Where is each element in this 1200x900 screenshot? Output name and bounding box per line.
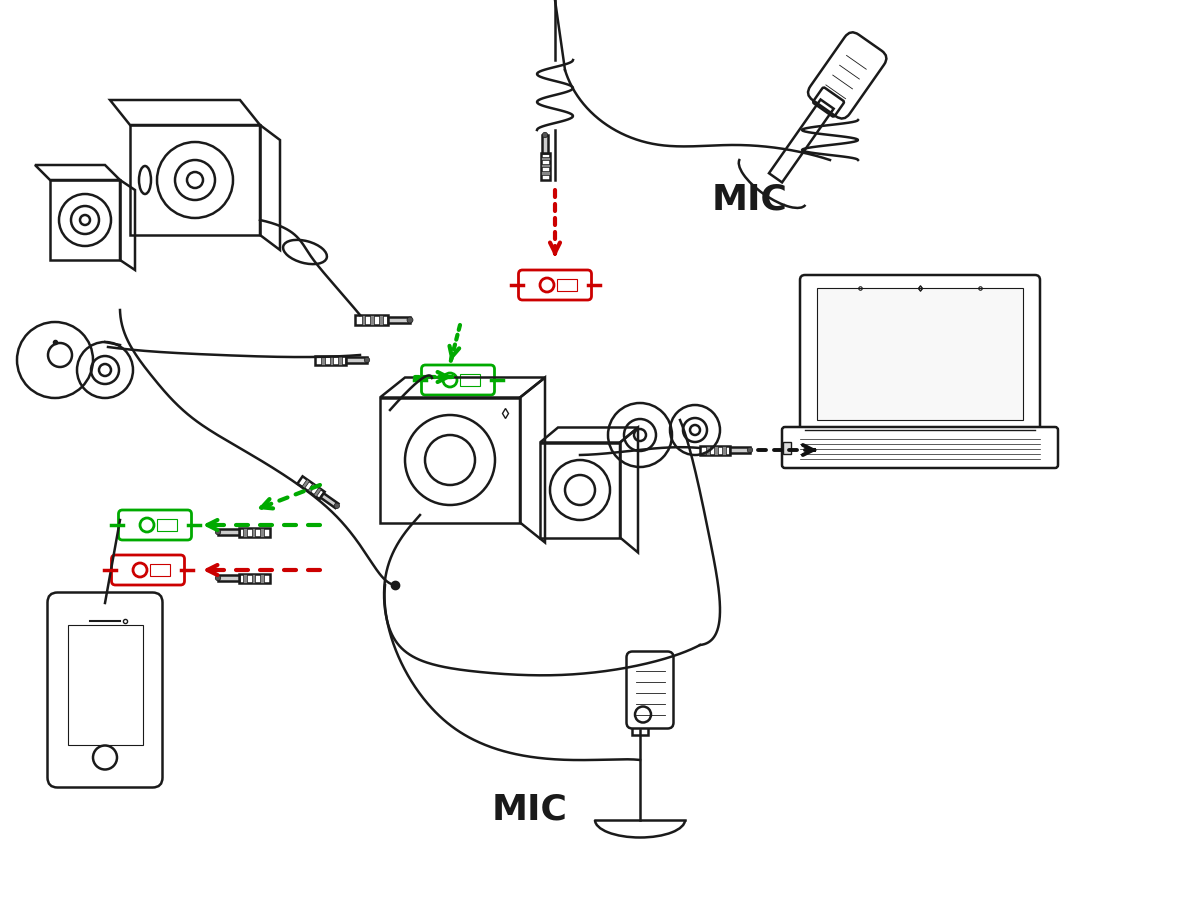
Bar (260, 573, 264, 582)
Bar (244, 573, 247, 582)
Bar (784, 442, 791, 454)
Bar (239, 573, 270, 582)
Bar (157, 519, 178, 531)
FancyBboxPatch shape (48, 592, 162, 788)
Bar (540, 171, 550, 175)
Bar (460, 374, 480, 386)
FancyBboxPatch shape (518, 270, 592, 300)
FancyBboxPatch shape (626, 652, 673, 728)
Text: MIC: MIC (492, 793, 568, 827)
Bar (817, 288, 1022, 420)
Circle shape (334, 503, 340, 508)
Bar (371, 315, 374, 325)
Bar (50, 180, 120, 260)
Bar (338, 356, 342, 364)
Bar (302, 480, 310, 489)
Bar (330, 356, 334, 364)
Bar (150, 564, 170, 576)
Bar (307, 483, 316, 492)
Bar (252, 527, 256, 536)
Bar (379, 315, 383, 325)
FancyBboxPatch shape (119, 510, 192, 540)
FancyBboxPatch shape (112, 555, 185, 585)
FancyBboxPatch shape (782, 427, 1058, 468)
Bar (361, 315, 366, 325)
Bar (706, 446, 709, 454)
Circle shape (407, 317, 413, 323)
Bar (388, 317, 410, 323)
Bar (320, 493, 338, 508)
Bar (557, 279, 577, 291)
Bar (542, 135, 547, 153)
FancyBboxPatch shape (421, 365, 494, 395)
Bar (322, 356, 325, 364)
Bar (252, 573, 256, 582)
Circle shape (365, 357, 370, 363)
Bar (540, 158, 550, 160)
Bar (700, 446, 730, 454)
Bar (244, 527, 247, 536)
Bar (130, 125, 260, 235)
Bar (260, 527, 264, 536)
Bar (380, 398, 520, 523)
Bar (730, 447, 750, 453)
Bar (347, 357, 367, 363)
Bar (714, 446, 718, 454)
Bar (540, 443, 620, 537)
Bar (313, 488, 322, 497)
FancyBboxPatch shape (800, 275, 1040, 435)
Bar (314, 356, 347, 364)
Bar (632, 723, 648, 735)
Bar (67, 625, 143, 745)
Text: MIC: MIC (712, 183, 788, 217)
Circle shape (542, 132, 547, 138)
Bar (239, 527, 270, 536)
Bar (355, 315, 388, 325)
Bar (218, 575, 239, 580)
Bar (769, 100, 834, 183)
Circle shape (215, 575, 221, 580)
Bar (540, 153, 550, 180)
Bar (298, 476, 325, 500)
Circle shape (215, 529, 221, 535)
Bar (722, 446, 726, 454)
Circle shape (748, 447, 752, 453)
Bar (218, 529, 239, 535)
Bar (540, 164, 550, 167)
